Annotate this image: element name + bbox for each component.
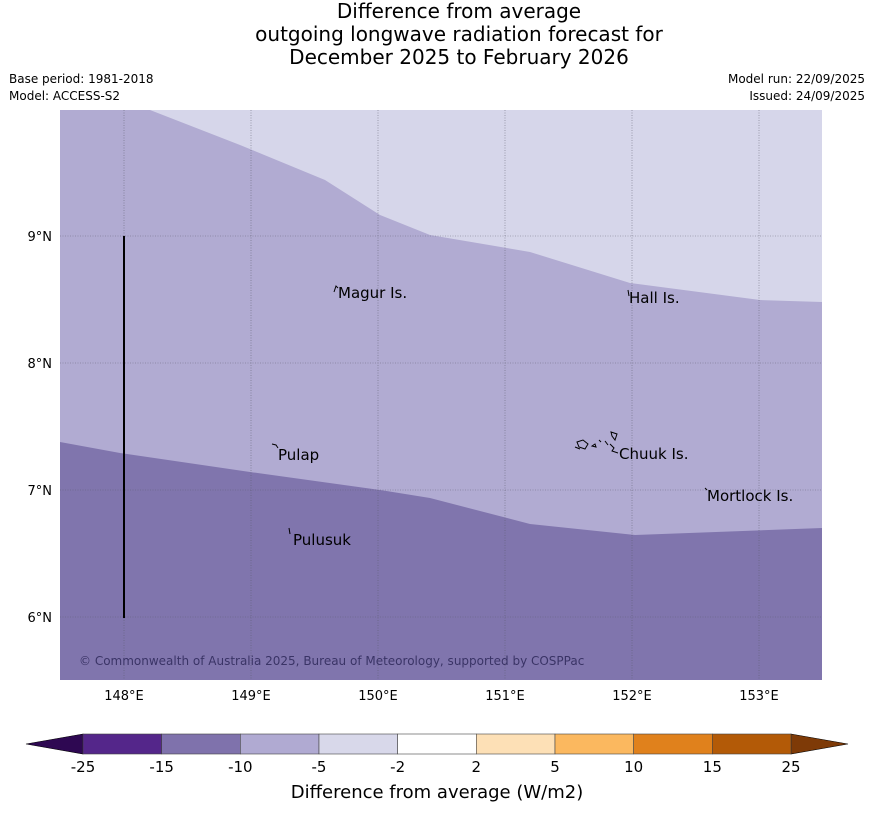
mortlock-island-shape [704, 487, 708, 491]
lat-label-7n: 7°N [28, 484, 53, 499]
lon-label-148e: 148°E [104, 689, 144, 704]
colorbar-tick-label: -2 [390, 758, 405, 776]
lat-label-9n: 9°N [28, 230, 53, 245]
map-plot-area: Magur Is. Hall Is. Pulap Chuuk Is. Mortl… [60, 110, 822, 680]
lon-label-151e: 151°E [485, 689, 525, 704]
meta-right: Model run: 22/09/2025 Issued: 24/09/2025 [728, 71, 865, 105]
colorbar-tick-label: 15 [703, 758, 722, 776]
colorbar-segment-6 [554, 733, 634, 755]
magur-island-shape [333, 285, 339, 293]
chart-title: Difference from average outgoing longwav… [0, 0, 873, 69]
place-label-chuuk: Chuuk Is. [619, 445, 688, 463]
lat-label-8n: 8°N [28, 357, 53, 372]
colorbar-tick-label: -10 [228, 758, 253, 776]
colorbar-title: Difference from average (W/m2) [291, 782, 583, 803]
island-outlines [271, 285, 708, 535]
colorbar-segment-2 [240, 733, 320, 755]
colorbar: -25 -15 -10 -5 -2 2 5 10 15 25 Difference from av… [25, 733, 849, 803]
colorbar-tick-label: 10 [624, 758, 643, 776]
colorbar-segment-4 [397, 733, 477, 755]
colorbar-tick-label: -5 [312, 758, 327, 776]
lon-label-150e: 150°E [358, 689, 398, 704]
pulusuk-island-shape [288, 527, 291, 535]
colorbar-segments [82, 733, 792, 755]
colorbar-segment-8 [712, 733, 792, 755]
colorbar-segment-5 [476, 733, 556, 755]
colorbar-segment-0 [82, 733, 162, 755]
colorbar-segment-3 [318, 733, 398, 755]
title-line-1: Difference from average [336, 0, 582, 23]
model-run-text: Model run: 22/09/2025 [727, 72, 865, 86]
place-label-pulusuk: Pulusuk [293, 531, 351, 549]
pulap-island-shape [271, 443, 279, 449]
model-text: Model: ACCESS-S2 [9, 89, 121, 103]
meta-left: Base period: 1981-2018 Model: ACCESS-S2 [9, 71, 154, 105]
title-line-2: outgoing longwave radiation forecast for [255, 22, 663, 46]
colorbar-tick-label: 2 [472, 758, 482, 776]
colorbar-segment-7 [633, 733, 713, 755]
colorbar-high-extend [790, 733, 849, 755]
colorbar-tick-label: -25 [71, 758, 96, 776]
lat-label-6n: 6°N [28, 611, 53, 626]
issued-text: Issued: 24/09/2025 [749, 89, 865, 103]
band-dark [60, 442, 822, 680]
colorbar-tick-labels: -25 -15 -10 -5 -2 2 5 10 15 25 [71, 758, 801, 776]
place-label-hall: Hall Is. [629, 289, 680, 307]
base-period-text: Base period: 1981-2018 [9, 72, 154, 86]
colorbar-low-extend [25, 733, 84, 755]
longitude-labels: 148°E 149°E 150°E 151°E 152°E 153°E [104, 689, 779, 704]
copyright-notice: © Commonwealth of Australia 2025, Bureau… [79, 654, 584, 668]
colorbar-segment-1 [161, 733, 241, 755]
colorbar-tick-label: 25 [781, 758, 800, 776]
lon-label-149e: 149°E [231, 689, 271, 704]
colorbar-tick-label: -15 [149, 758, 174, 776]
chuuk-lagoon-shape [574, 431, 619, 454]
place-label-mortlock: Mortlock Is. [707, 487, 793, 505]
place-label-magur: Magur Is. [338, 284, 407, 302]
colorbar-tick-label: 5 [550, 758, 560, 776]
place-label-pulap: Pulap [278, 446, 319, 464]
latitude-labels: 9°N 8°N 7°N 6°N [28, 230, 53, 626]
hall-island-shape [627, 289, 630, 297]
lon-label-153e: 153°E [739, 689, 779, 704]
title-line-3: December 2025 to February 2026 [289, 45, 629, 69]
lon-label-152e: 152°E [612, 689, 652, 704]
place-labels: Magur Is. Hall Is. Pulap Chuuk Is. Mortl… [278, 284, 793, 549]
